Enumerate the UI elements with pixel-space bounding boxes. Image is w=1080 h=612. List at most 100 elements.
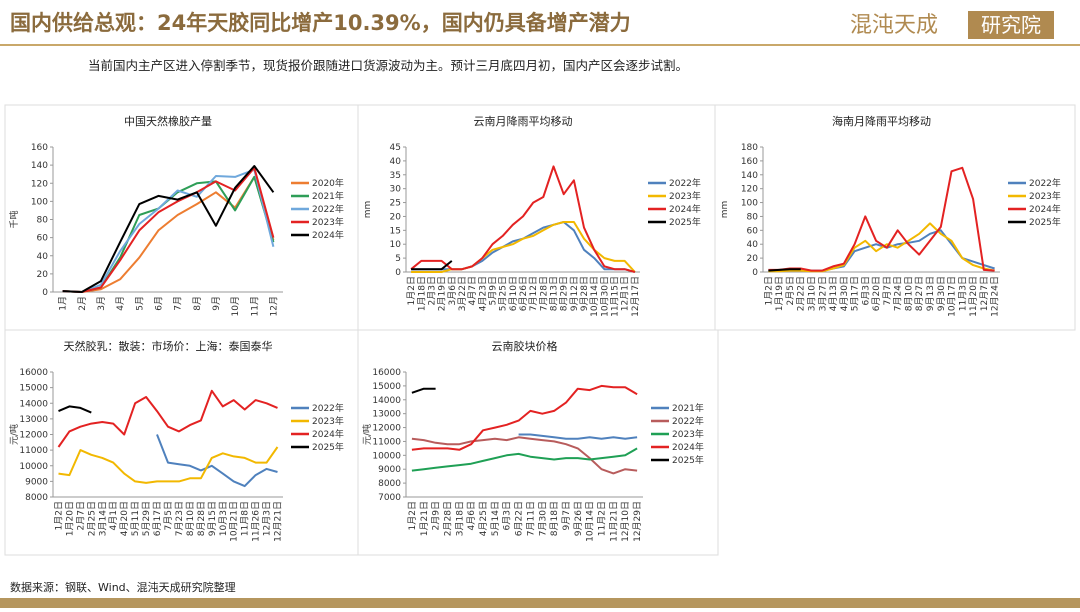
x-tick-label: 4月20日 (119, 501, 130, 536)
x-tick-label: 1月18日 (416, 276, 427, 311)
y-tick-label: 80 (747, 212, 759, 222)
x-tick-label: 8月28日 (196, 501, 207, 536)
x-tick-label: 8月10日 (903, 276, 914, 311)
x-tick-label: 4月7日 (467, 276, 478, 305)
legend-label: 2024年 (1029, 203, 1061, 215)
x-tick-label: 7月7日 (882, 276, 893, 305)
x-tick-label: 7月28日 (538, 276, 549, 311)
x-tick-label: 1月20日 (64, 501, 75, 536)
y-tick-label: 140 (741, 171, 758, 181)
series-line (768, 222, 995, 273)
x-tick-label: 10月30日 (599, 276, 610, 317)
y-tick-label: 25 (390, 199, 401, 209)
x-tick-label: 2月3日 (426, 276, 437, 305)
x-tick-label: 5月17日 (850, 276, 861, 311)
y-tick-label: 20 (390, 212, 402, 222)
x-tick-label: 2月 (77, 296, 88, 311)
x-tick-label: 4月30日 (839, 276, 850, 311)
x-tick-label: 2月28日 (442, 501, 453, 536)
legend-label: 2024年 (312, 428, 344, 440)
y-tick-label: 10000 (372, 451, 401, 461)
x-tick-label: 7月 (173, 296, 184, 311)
x-tick-label: 9月26日 (573, 501, 584, 536)
x-tick-label: 2月19日 (437, 276, 448, 311)
x-tick-label: 10月21日 (229, 501, 240, 542)
x-tick-label: 6月3日 (502, 501, 513, 530)
y-tick-label: 80 (37, 216, 49, 226)
x-tick-label: 7月12日 (528, 276, 539, 311)
x-tick-label: 1月2日 (406, 276, 417, 305)
x-tick-label: 6月17日 (152, 501, 163, 536)
x-tick-label: 9月 (211, 296, 222, 311)
y-tick-label: 13000 (372, 410, 401, 420)
chart-title: 海南月降雨平均移动 (832, 114, 931, 128)
x-tick-label: 1月19日 (774, 276, 785, 311)
y-tick-label: 12000 (372, 424, 401, 434)
page-title: 国内供给总观：24年天胶同比增产10.39%，国内仍具备增产潜力 (10, 11, 631, 35)
legend-label: 2022年 (1029, 177, 1061, 189)
x-tick-label: 3月6日 (447, 276, 458, 305)
y-tick-label: 15 (390, 226, 401, 236)
series-line (411, 221, 636, 273)
x-tick-label: 9月28日 (579, 276, 590, 311)
y-tick-label: 0 (42, 288, 48, 298)
x-tick-label: 1月21日 (419, 501, 430, 536)
x-tick-label: 12月1日 (620, 276, 631, 311)
y-tick-label: 20 (37, 270, 49, 280)
legend-label: 2022年 (312, 203, 344, 215)
legend-label: 2025年 (312, 441, 344, 453)
legend-label: 2022年 (669, 177, 701, 189)
y-tick-label: 15000 (19, 384, 48, 394)
y-axis-label: 元/吨 (361, 424, 373, 445)
x-tick-label: 9月30日 (936, 276, 947, 311)
y-tick-label: 60 (747, 226, 759, 236)
chart-title: 天然胶乳：散装：市场价：上海：泰国泰华 (64, 339, 273, 353)
y-tick-label: 20 (747, 254, 759, 264)
x-tick-label: 4月13日 (828, 276, 839, 311)
x-tick-label: 10月17日 (947, 276, 958, 317)
x-tick-label: 2月25日 (86, 501, 97, 536)
logo-name: 混沌天成 (850, 13, 938, 38)
x-tick-label: 3月10日 (806, 276, 817, 311)
y-tick-label: 0 (395, 268, 401, 278)
series-line (411, 436, 638, 475)
y-tick-label: 45 (390, 143, 401, 153)
y-tick-label: 7000 (378, 493, 401, 503)
x-tick-label: 4月6日 (466, 501, 477, 530)
x-tick-label: 8月10日 (185, 501, 196, 536)
chart-title: 中国天然橡胶产量 (124, 114, 212, 128)
x-tick-label: 11月8日 (240, 501, 251, 536)
legend-label: 2025年 (669, 216, 701, 228)
legend-label: 2025年 (672, 454, 704, 466)
series-line (58, 405, 92, 414)
y-tick-label: 120 (31, 179, 48, 189)
series-line (156, 434, 278, 488)
y-tick-label: 16000 (372, 368, 401, 378)
x-tick-label: 5月9日 (487, 276, 498, 305)
logo-box (968, 11, 1054, 39)
x-tick-label: 12月10日 (620, 501, 631, 542)
x-tick-label: 9月7日 (561, 501, 572, 530)
y-tick-label: 180 (741, 143, 758, 153)
y-axis-label: 千吨 (8, 210, 20, 228)
x-tick-label: 8月18日 (549, 501, 560, 536)
series-line (768, 166, 995, 272)
x-tick-label: 7月23日 (174, 501, 185, 536)
x-tick-label: 5月29日 (141, 501, 152, 536)
x-tick-label: 9月12日 (569, 276, 580, 311)
y-tick-label: 160 (31, 143, 48, 153)
x-tick-label: 2月7日 (75, 501, 86, 530)
legend-label: 2023年 (312, 415, 344, 427)
x-tick-label: 11月 (249, 296, 260, 316)
x-tick-label: 12月7日 (979, 276, 990, 311)
series-line (411, 447, 638, 472)
y-tick-label: 120 (741, 185, 758, 195)
x-tick-label: 10月14日 (589, 276, 600, 317)
y-axis-label: 元/吨 (8, 424, 20, 445)
series-line (411, 260, 453, 271)
x-tick-label: 10月3日 (218, 501, 229, 536)
y-tick-label: 10000 (19, 462, 48, 472)
x-tick-label: 6月22日 (514, 501, 525, 536)
subtitle: 当前国内主产区进入停割季节，现货报价跟随进口货源波动为主。预计三月底四月初，国内… (88, 58, 688, 73)
y-tick-label: 8000 (25, 493, 48, 503)
